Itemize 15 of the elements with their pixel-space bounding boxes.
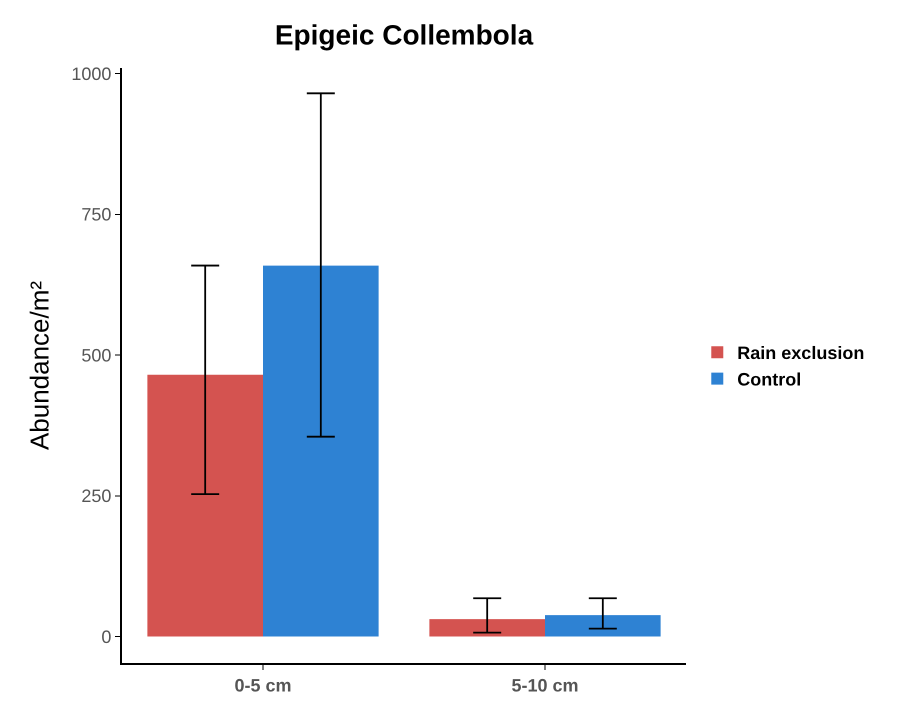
bar [429,619,545,637]
legend-label: Control [737,370,802,390]
y-tick-label: 500 [81,345,112,366]
y-tick-label: 250 [81,486,112,506]
y-tick-label: 0 [101,626,112,647]
bar [545,615,661,637]
y-tick-label: 1000 [71,64,112,84]
bar [147,374,263,637]
chart-title: Epigeic Collembola [274,19,534,50]
y-tick-label: 750 [81,204,112,225]
x-tick-label: 5-10 cm [511,676,579,696]
bar [263,266,379,637]
legend-label: Rain exclusion [737,343,864,364]
x-tick-label: 0-5 cm [234,676,292,696]
y-axis-title: Abundance/m² [24,280,54,450]
